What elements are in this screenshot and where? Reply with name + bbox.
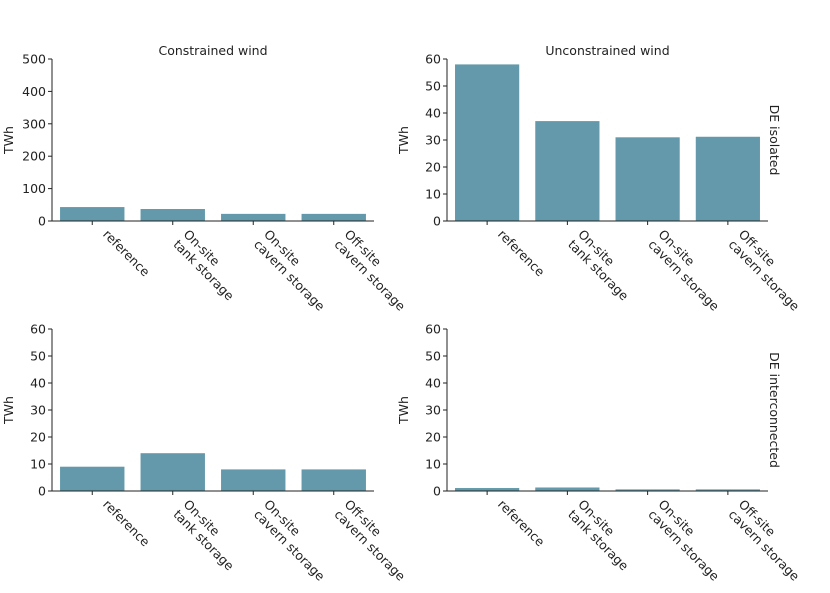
x-tick-label: On-sitecavern storage bbox=[645, 497, 732, 584]
bar bbox=[301, 469, 366, 491]
y-tick-label: 50 bbox=[425, 79, 441, 94]
bar bbox=[615, 137, 680, 221]
y-tick-label: 40 bbox=[30, 376, 46, 391]
y-axis-label: TWh bbox=[1, 126, 16, 155]
bar bbox=[455, 64, 520, 222]
row-facet-label: DE interconnected bbox=[767, 352, 782, 468]
bar bbox=[615, 489, 680, 491]
y-tick-label: 20 bbox=[425, 160, 441, 175]
y-tick-label: 40 bbox=[425, 376, 441, 391]
x-tick-label: On-sitetank storage bbox=[170, 497, 247, 574]
x-tick-label: On-sitetank storage bbox=[565, 497, 642, 574]
bar bbox=[221, 469, 286, 491]
bar bbox=[695, 489, 760, 491]
y-tick-label: 10 bbox=[425, 457, 441, 472]
bar bbox=[695, 136, 760, 221]
x-tick-label: On-sitetank storage bbox=[565, 227, 642, 304]
y-tick-label: 100 bbox=[22, 181, 46, 196]
y-tick-label: 50 bbox=[30, 349, 46, 364]
y-tick-label: 30 bbox=[425, 403, 441, 418]
chart-panel-3: 0 10 20 30 40 50 60 reference On-sitetank storag… bbox=[1, 322, 418, 584]
x-tick-label: On-sitecavern storage bbox=[251, 497, 338, 584]
x-tick-label-line: reference bbox=[495, 497, 548, 550]
bar bbox=[535, 121, 600, 221]
y-tick-label: 10 bbox=[30, 457, 46, 472]
y-tick-label: 20 bbox=[30, 430, 46, 445]
chart-panel-1: 0 100 200 300 400 500 reference On-sitetank sto… bbox=[1, 43, 418, 314]
x-tick-label-line: reference bbox=[495, 227, 548, 280]
y-tick-label: 30 bbox=[30, 403, 46, 418]
x-tick-label: Off-sitecavern storage bbox=[726, 497, 813, 584]
x-tick-label: Off-sitecavern storage bbox=[331, 497, 418, 584]
y-tick-label: 0 bbox=[38, 484, 46, 499]
chart-title: Unconstrained wind bbox=[545, 43, 669, 58]
bar bbox=[535, 487, 600, 491]
y-tick-label: 50 bbox=[425, 349, 441, 364]
bar bbox=[60, 207, 125, 221]
x-tick-label: reference bbox=[100, 497, 153, 550]
bar bbox=[301, 213, 366, 221]
y-tick-label: 60 bbox=[425, 52, 441, 67]
y-tick-label: 200 bbox=[22, 149, 46, 164]
bar bbox=[221, 213, 286, 221]
x-tick-label: On-sitecavern storage bbox=[645, 227, 732, 314]
y-tick-label: 40 bbox=[425, 106, 441, 121]
chart-title: Constrained wind bbox=[158, 43, 267, 58]
y-tick-label: 30 bbox=[425, 133, 441, 148]
y-tick-label: 20 bbox=[425, 430, 441, 445]
y-tick-label: 0 bbox=[433, 214, 441, 229]
chart-panel-2: 0 10 20 30 40 50 60 reference On-sitetank storag… bbox=[396, 43, 813, 314]
y-tick-label: 60 bbox=[425, 322, 441, 337]
y-tick-label: 0 bbox=[433, 484, 441, 499]
y-axis-label: TWh bbox=[396, 126, 411, 155]
x-tick-label: reference bbox=[495, 227, 548, 280]
x-tick-label: reference bbox=[100, 227, 153, 280]
y-axis-label: TWh bbox=[396, 396, 411, 425]
y-tick-label: 400 bbox=[22, 84, 46, 99]
x-tick-label: On-sitecavern storage bbox=[251, 227, 338, 314]
x-tick-label-line: reference bbox=[100, 227, 153, 280]
y-tick-label: 60 bbox=[30, 322, 46, 337]
y-tick-label: 10 bbox=[425, 187, 441, 202]
chart-panel-4: 0 10 20 30 40 50 60 reference On-sitetank storag… bbox=[396, 322, 813, 584]
x-tick-label-line: reference bbox=[100, 497, 153, 550]
y-axis-label: TWh bbox=[1, 396, 16, 425]
bar bbox=[60, 466, 125, 491]
x-tick-label: Off-sitecavern storage bbox=[726, 227, 813, 314]
x-tick-label: reference bbox=[495, 497, 548, 550]
x-tick-label: Off-sitecavern storage bbox=[331, 227, 418, 314]
bar bbox=[455, 488, 520, 491]
y-tick-label: 300 bbox=[22, 116, 46, 131]
bar bbox=[140, 453, 205, 491]
x-tick-label: On-sitetank storage bbox=[170, 227, 247, 304]
bar bbox=[140, 209, 205, 221]
y-tick-label: 0 bbox=[38, 214, 46, 229]
row-facet-label: DE isolated bbox=[767, 105, 782, 176]
y-tick-label: 500 bbox=[22, 52, 46, 67]
